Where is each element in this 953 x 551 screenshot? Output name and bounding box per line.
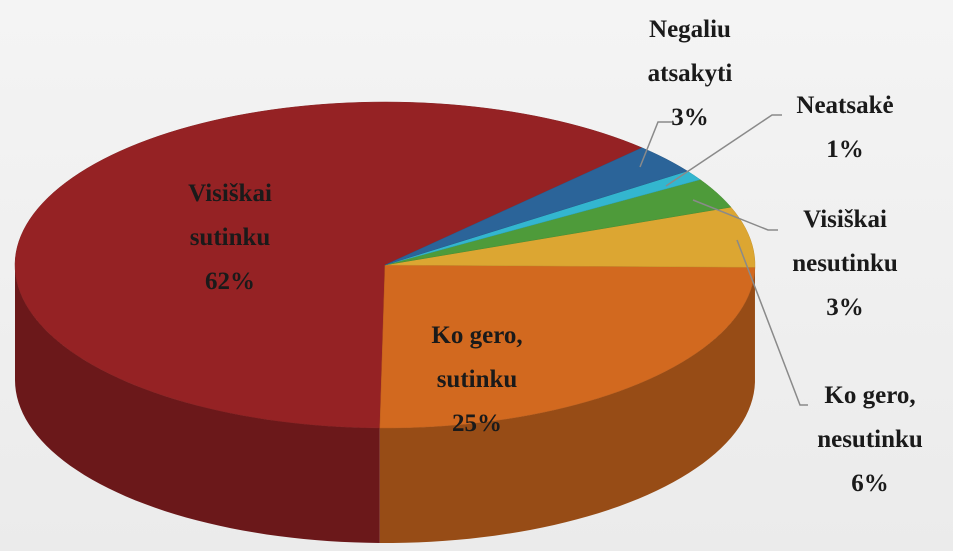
slice-value: 62%: [205, 268, 255, 295]
slice-label: Visiškai nesutinku 3%: [770, 198, 920, 330]
slice-value: 6%: [851, 470, 889, 497]
pie-tops: [14, 101, 756, 429]
pie-slice: [384, 206, 756, 268]
slice-label: Ko gero, nesutinku 6%: [795, 374, 945, 506]
pie-sides: [15, 265, 755, 543]
slice-category: Ko gero, nesutinku: [817, 382, 923, 453]
slice-category: Negaliu atsakyti: [647, 16, 733, 87]
slice-value: 3%: [826, 294, 864, 321]
slice-label: Ko gero, sutinku 25%: [402, 314, 552, 446]
slice-label: Neatsakė 1%: [770, 84, 920, 172]
pie-slice: [384, 147, 688, 266]
slice-category: Visiškai sutinku: [188, 180, 272, 251]
slice-label: Negaliu atsakyti 3%: [615, 8, 765, 140]
pie-slice-side: [15, 265, 380, 543]
leader-line: [665, 114, 782, 187]
leader-line: [639, 121, 672, 168]
slice-label: Visiškai sutinku 62%: [155, 172, 305, 304]
pie-slice-side: [379, 267, 755, 543]
slice-value: 1%: [826, 136, 864, 163]
slice-value: 3%: [671, 104, 709, 131]
pie-slice: [384, 179, 732, 266]
slice-category: Neatsakė: [796, 92, 894, 119]
leader-lines: [639, 114, 808, 406]
pie-slice: [14, 101, 643, 429]
leader-line: [736, 239, 808, 406]
slice-category: Ko gero, sutinku: [431, 322, 523, 393]
pie-slice: [379, 264, 756, 429]
slice-category: Visiškai nesutinku: [792, 206, 898, 277]
leader-line: [692, 199, 778, 231]
slice-value: 25%: [452, 410, 502, 437]
